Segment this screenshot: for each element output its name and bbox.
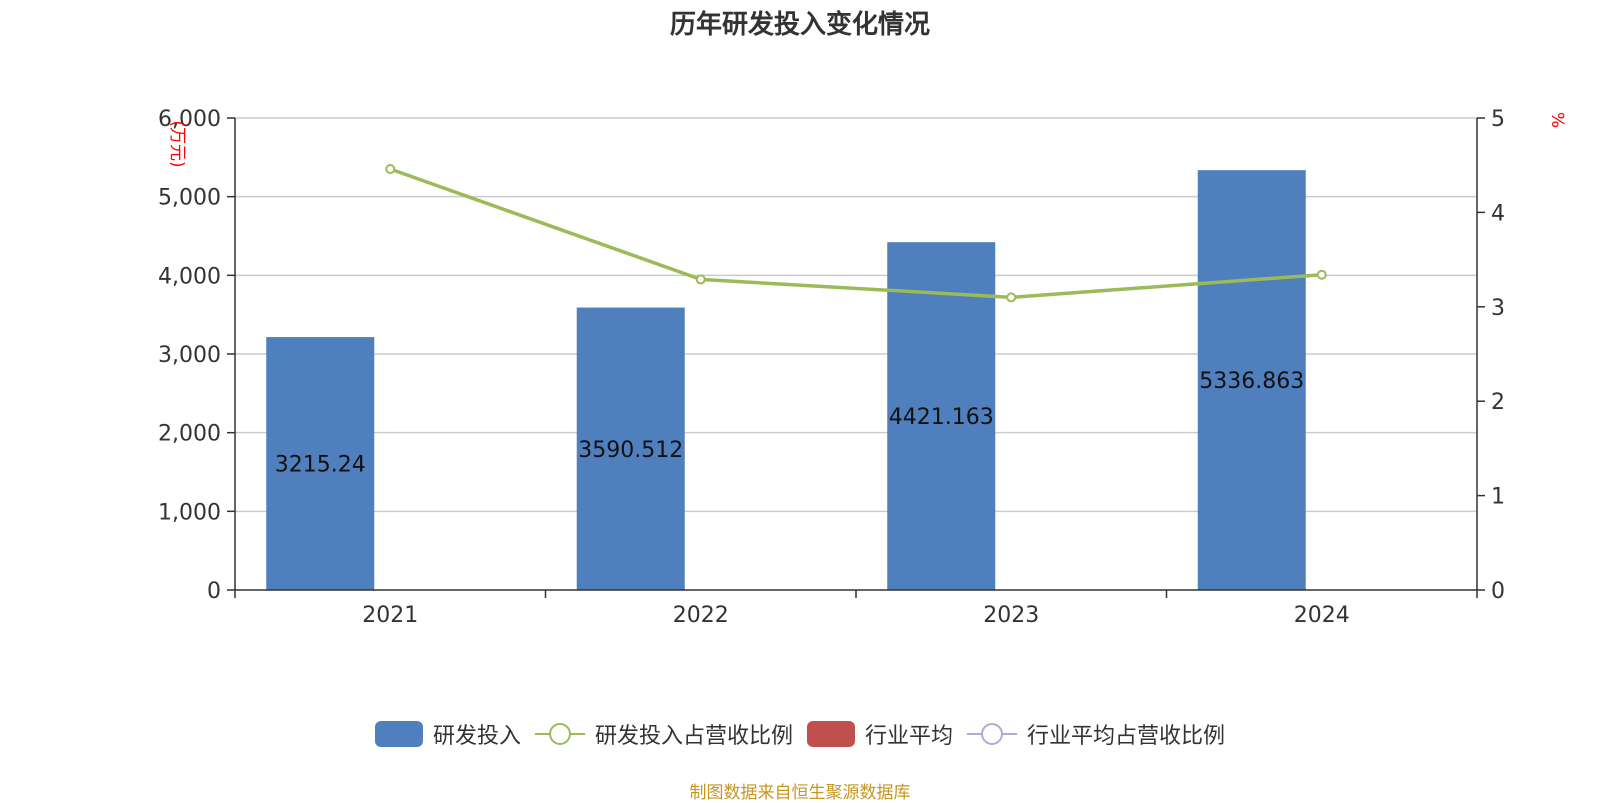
left-tick-label: 1,000 [158,500,221,525]
x-tick-label: 2021 [362,603,418,628]
left-tick-label: 4,000 [158,264,221,289]
left-tick-label: 3,000 [158,343,221,368]
legend-item-industry-ratio[interactable]: 行业平均占营收比例 [967,718,1225,750]
left-tick-label: 2,000 [158,422,221,447]
legend-item-rd-ratio[interactable]: 研发投入占营收比例 [534,718,793,750]
right-tick-label: 2 [1491,390,1505,415]
legend-swatch-bar-icon [807,721,855,747]
left-tick-label: 5,000 [158,186,221,211]
bar-series: 3215.24 3590.512 4421.163 5336.863 [266,170,1306,590]
line-series-path [389,167,1322,300]
right-axis-unit-label: % [1547,112,1567,128]
legend-swatch-line-icon [967,723,1018,745]
x-tick-label: 2024 [1294,603,1350,628]
chart-title: 历年研发投入变化情况 [669,10,930,40]
bar-value-label: 4421.163 [889,405,994,430]
source-note: 制图数据来自恒生聚源数据库 [689,783,911,803]
line-series [385,163,1327,303]
legend-item-rd-investment[interactable]: 研发投入 [374,718,521,750]
legend-swatch-bar-icon [374,721,423,747]
bar-value-label: 5336.863 [1199,369,1304,394]
bar-value-label: 3590.512 [578,438,683,463]
left-tick-label: 0 [207,579,221,604]
legend-label: 研发投入 [432,724,521,749]
x-tick-label: 2022 [673,603,729,628]
right-tick-label: 5 [1491,107,1505,132]
legend-swatch-line-icon [534,723,585,745]
left-tick-label: 6,000 [158,107,221,132]
legend-label: 研发投入占营收比例 [594,724,793,749]
axes: 0 1,000 2,000 3,000 4,000 5,000 6,000 0 1 2 3 4 5 (万元… [158,107,1567,628]
x-tick-label: 2023 [983,603,1039,628]
right-tick-label: 1 [1491,485,1505,510]
bar [887,242,996,590]
chart-canvas: 3215.24 3590.512 4421.163 5336.863 0 1,000 2,… [158,107,1567,628]
legend-label: 行业平均 [865,724,954,749]
bar [576,307,685,590]
legend-item-industry-average[interactable]: 行业平均 [807,718,953,750]
right-tick-label: 4 [1491,201,1505,226]
bar-value-label: 3215.24 [275,453,366,478]
right-tick-label: 0 [1491,579,1505,604]
legend-label: 行业平均占营收比例 [1027,724,1226,749]
bar [266,337,375,590]
line-point [695,274,706,285]
bar [1197,170,1306,590]
line-point [1006,292,1017,303]
line-point [1316,269,1327,280]
grid-lines [235,117,1477,513]
right-tick-label: 3 [1491,296,1505,321]
line-point [385,163,396,174]
left-axis-unit-label: (万元) [167,120,187,167]
legend: 研发投入 研发投入占营收比例 行业平均 行业平均占营收比例 [0,718,1600,750]
